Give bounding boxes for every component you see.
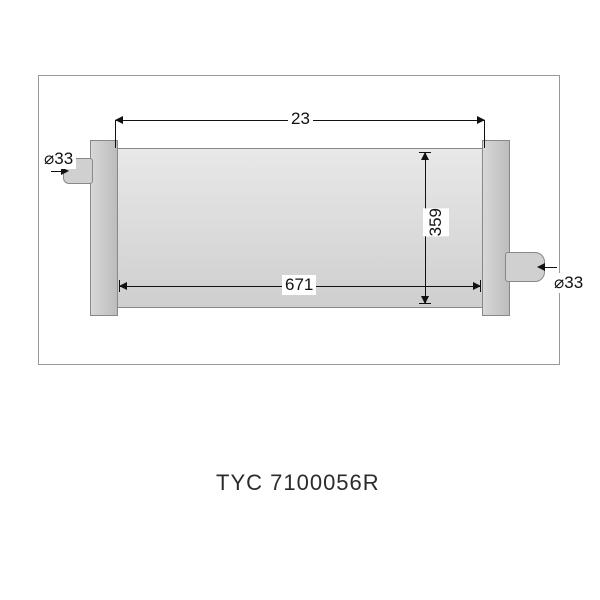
dim-label-inner-height: 359 — [423, 208, 449, 236]
part-caption: TYC 7100056R — [216, 470, 380, 496]
end-tank-right — [482, 140, 510, 316]
dim-line-port-right — [543, 267, 557, 268]
dim-arrow-top-left — [115, 116, 123, 124]
dim-arrow-length-right — [473, 282, 481, 290]
diagram-canvas: TYC ® 23 671 359 ⌀33 ⌀33 TYC 7100056R — [0, 0, 600, 600]
dim-arrow-port-right — [537, 263, 545, 271]
dim-arrow-height-top — [421, 152, 429, 160]
dim-label-top-width: 23 — [288, 109, 313, 129]
dim-label-inner-length: 671 — [282, 275, 316, 295]
dim-arrow-top-right — [477, 116, 485, 124]
end-tank-left — [90, 140, 118, 316]
dim-ext-top-right — [484, 120, 485, 148]
dim-arrow-height-bottom — [421, 296, 429, 304]
dim-ext-top-left — [115, 120, 116, 148]
caption-part-number: 7100056R — [270, 470, 380, 495]
dim-label-port-right-dia: ⌀33 — [551, 273, 586, 293]
caption-brand: TYC — [216, 470, 263, 495]
dim-label-port-left-dia: ⌀33 — [41, 149, 76, 169]
dim-arrow-length-left — [119, 282, 127, 290]
